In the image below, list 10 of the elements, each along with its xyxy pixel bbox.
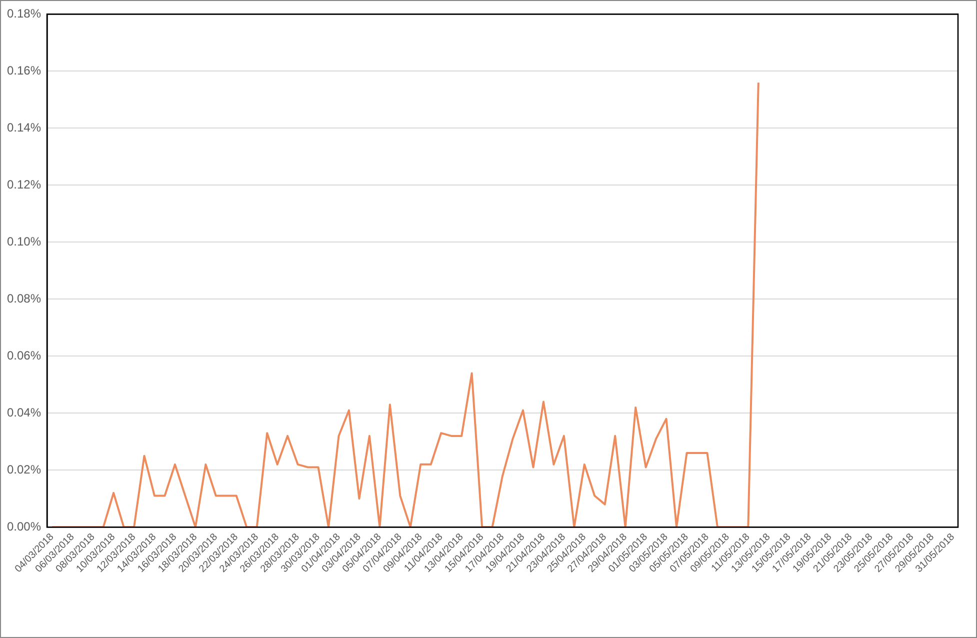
y-tick-label: 0.02% [6,462,42,476]
y-tick-label: 0.00% [6,519,42,534]
y-tick-label: 0.10% [6,234,42,248]
y-tick-label: 0.12% [6,177,42,192]
y-tick-label: 0.08% [6,291,42,306]
y-tick-label: 0.16% [6,64,42,78]
y-tick-label: 0.06% [6,348,42,362]
y-tick-label: 0.04% [6,405,42,420]
y-tick-label: 0.18% [6,6,42,21]
y-tick-label: 0.14% [6,120,42,134]
